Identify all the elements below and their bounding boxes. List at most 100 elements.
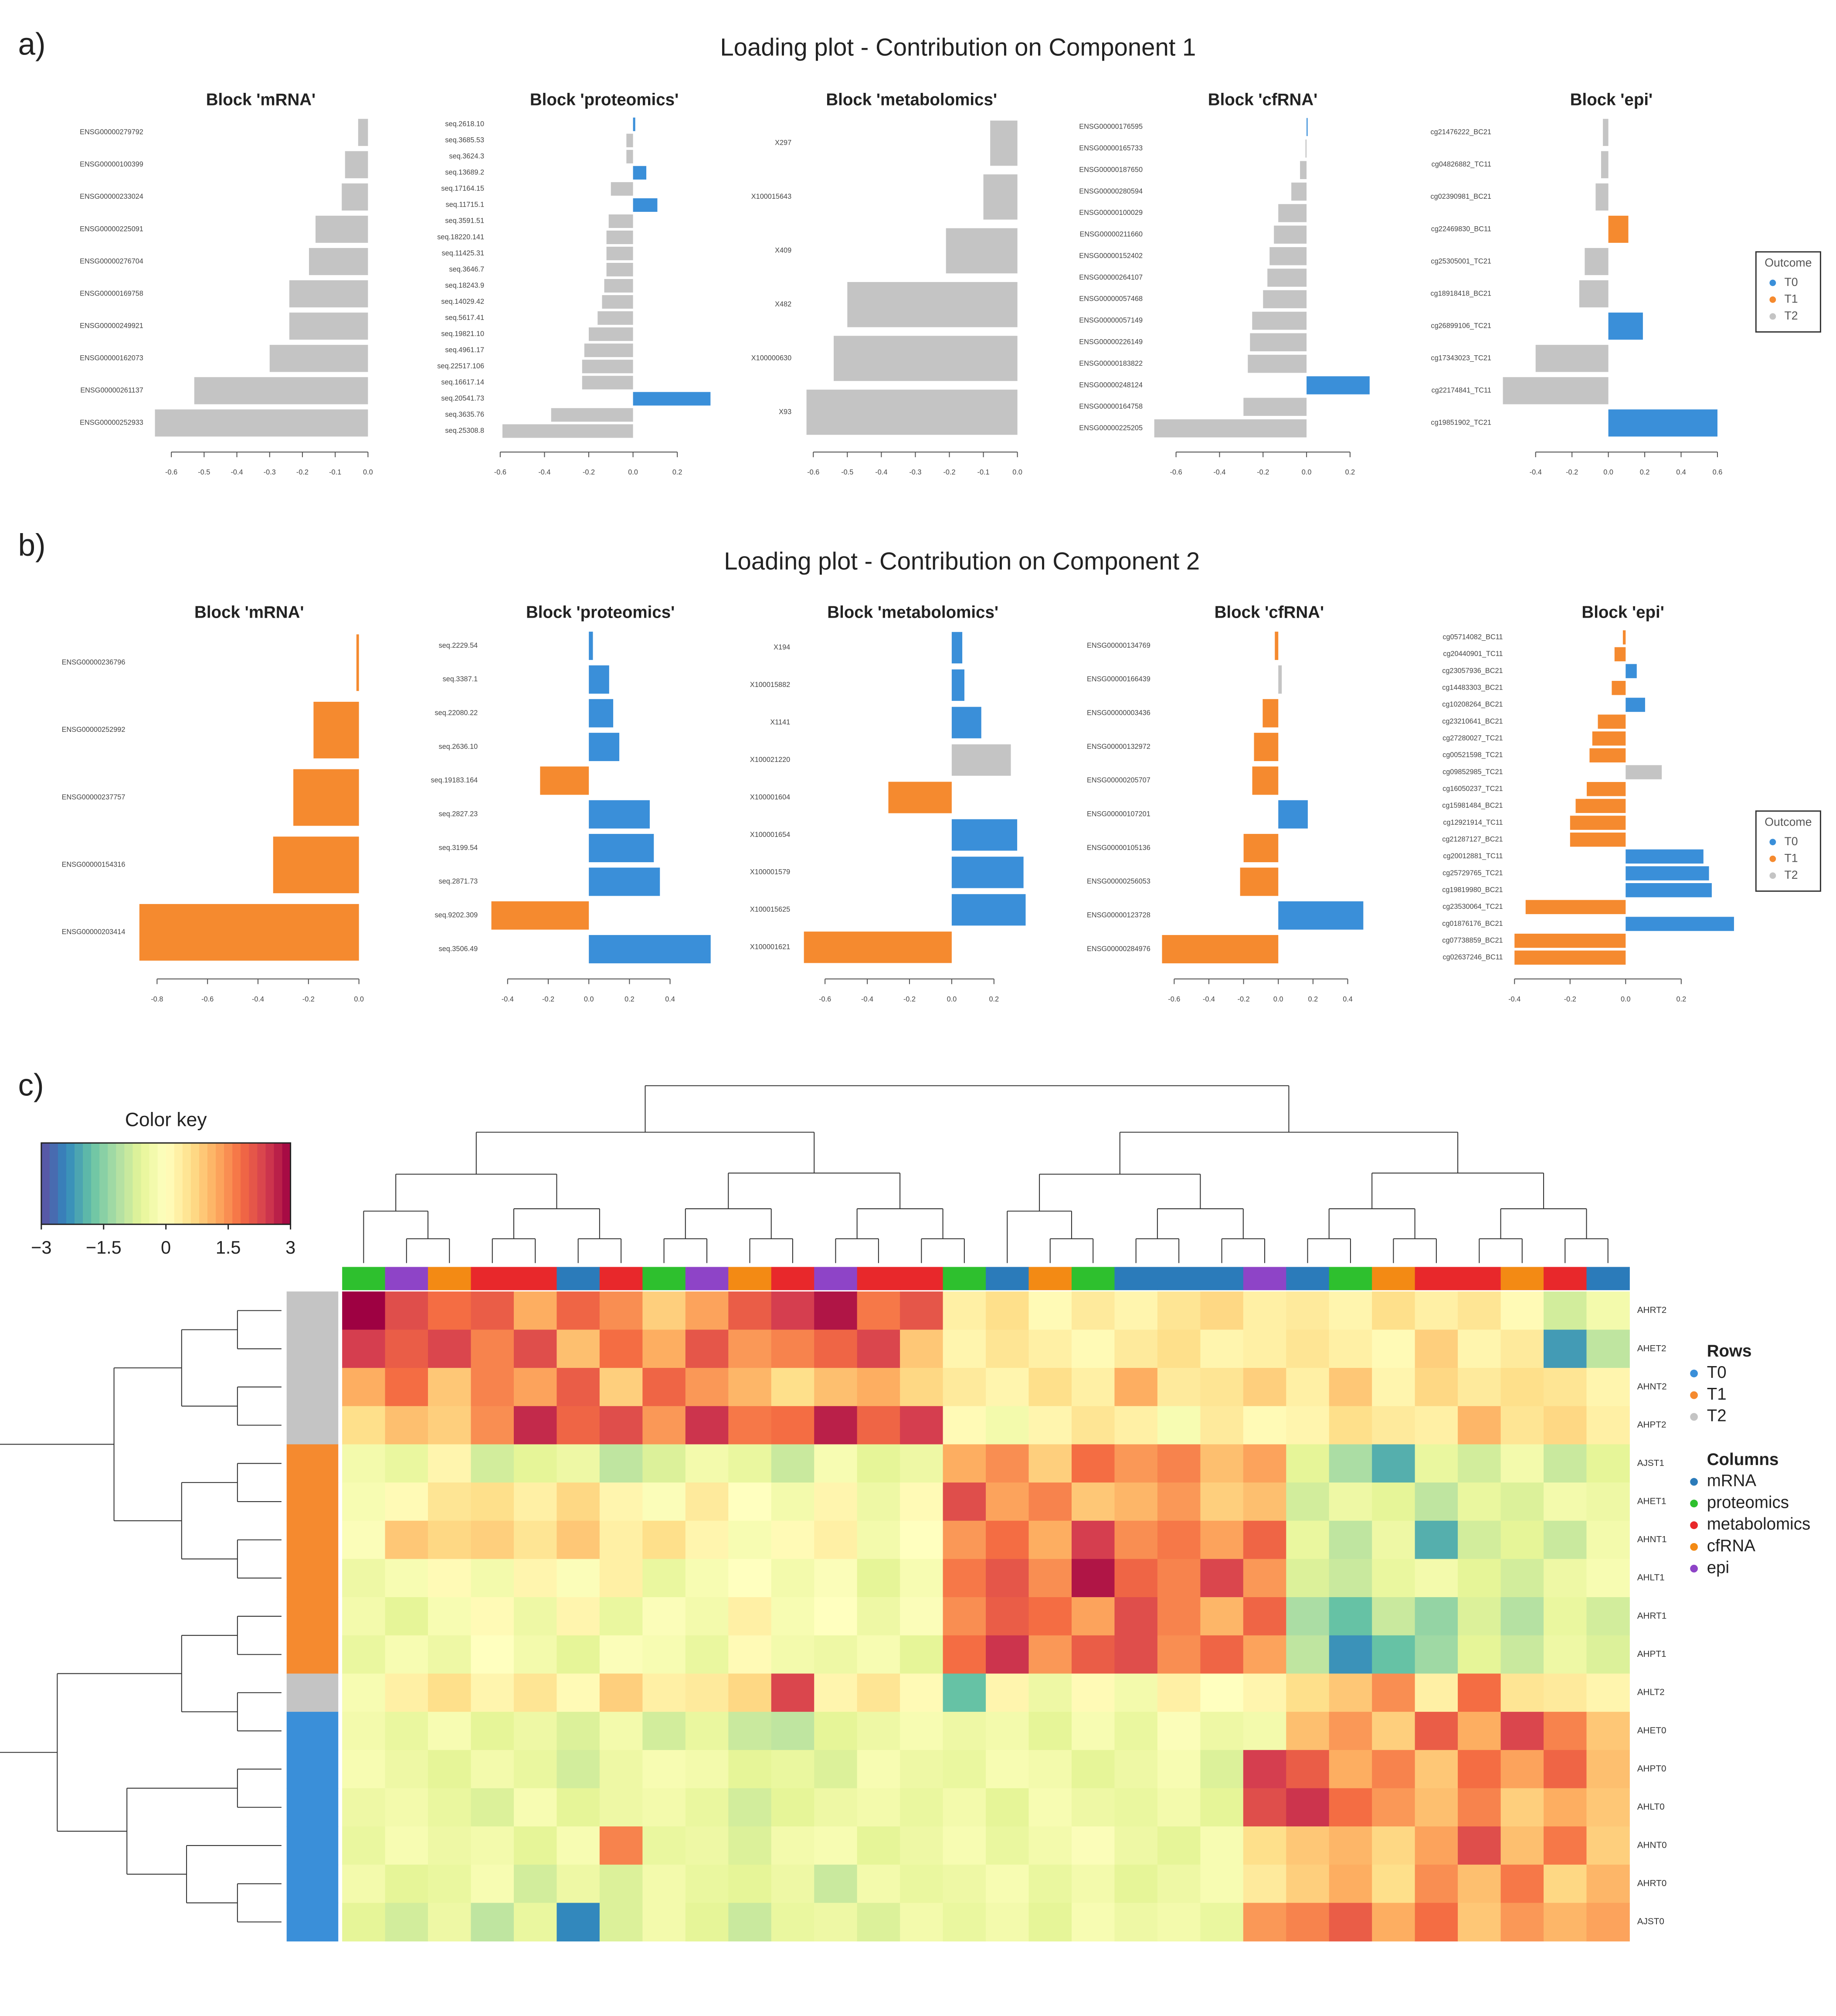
legend-box [1755, 251, 1821, 333]
row-side-color [286, 1788, 339, 1827]
heatmap-cell [385, 1788, 428, 1827]
bar-label: seq.11425.31 [442, 249, 484, 257]
heatmap-cell [1243, 1903, 1287, 1941]
heatmap-cell [1200, 1673, 1244, 1712]
heatmap-cell [1372, 1788, 1415, 1827]
column-side-color [986, 1267, 1029, 1290]
bar [1626, 866, 1709, 881]
heatmap-cell [1500, 1826, 1544, 1865]
heatmap-cell [513, 1368, 557, 1407]
heatmap-cell [943, 1520, 986, 1560]
bar-label: ENSG00000256053 [1087, 877, 1150, 885]
heatmap-cell [1329, 1864, 1373, 1904]
bar [1269, 247, 1307, 265]
heatmap-cell [1200, 1635, 1244, 1674]
bar-label: ENSG00000284976 [1087, 945, 1150, 953]
heatmap-cell [1586, 1329, 1630, 1369]
heatmap-cell [1458, 1826, 1501, 1865]
heatmap-cell [685, 1482, 729, 1521]
column-side-color [814, 1267, 858, 1290]
heatmap-cell [1500, 1903, 1544, 1941]
x-tick-label: 0.0 [363, 469, 373, 476]
heatmap-cell [1329, 1559, 1373, 1598]
column-side-color [1286, 1267, 1330, 1290]
heatmap-cell [599, 1291, 643, 1330]
row-label: AHPT0 [1637, 1764, 1666, 1774]
heatmap-cell [1071, 1712, 1115, 1751]
heatmap-cell [1071, 1520, 1115, 1560]
row-label: AHRT0 [1637, 1878, 1667, 1888]
color-key-tick-label: 0 [161, 1237, 171, 1258]
heatmap-cell [1415, 1597, 1459, 1636]
heatmap-cell [1286, 1559, 1330, 1598]
bar [626, 150, 633, 163]
heatmap-cell [728, 1903, 772, 1941]
heatmap-cell [1329, 1520, 1373, 1560]
heatmap-cell [728, 1329, 772, 1369]
x-tick-label: -0.4 [1203, 996, 1215, 1003]
color-key-band [49, 1143, 58, 1224]
heatmap-cell [1114, 1903, 1158, 1941]
heatmap-cell [900, 1368, 943, 1407]
heatmap-cell [728, 1673, 772, 1712]
color-key-band [249, 1143, 258, 1224]
heatmap-cell [685, 1750, 729, 1789]
heatmap-cell [642, 1864, 686, 1904]
heatmap-cell [471, 1368, 514, 1407]
bar-label: ENSG00000100399 [80, 160, 143, 168]
heatmap-cell [814, 1520, 858, 1560]
heatmap-cell [943, 1903, 986, 1941]
column-side-color [428, 1267, 472, 1290]
heatmap-cell [1500, 1291, 1544, 1330]
heatmap-cell [857, 1750, 901, 1789]
bar-label: ENSG00000264107 [1079, 273, 1143, 281]
bar [1592, 731, 1626, 746]
heatmap-cell [1243, 1520, 1287, 1560]
bar-label: ENSG00000169758 [80, 289, 143, 297]
column-side-color [1544, 1267, 1587, 1290]
x-tick-label: -0.4 [1530, 469, 1542, 476]
heatmap-cell [1458, 1291, 1501, 1330]
row-side-color [286, 1444, 339, 1483]
heatmap-cell [986, 1520, 1029, 1560]
heatmap-cell [900, 1444, 943, 1483]
heatmap-cell [900, 1673, 943, 1712]
heatmap-cell [1586, 1635, 1630, 1674]
heatmap-cell [342, 1482, 386, 1521]
heatmap-cell [1544, 1903, 1587, 1941]
panel-title: Loading plot - Contribution on Component… [720, 34, 1196, 61]
heatmap-cell [1243, 1597, 1287, 1636]
row-side-color [286, 1750, 339, 1789]
color-key-band [124, 1143, 133, 1224]
legend-label: T2 [1784, 868, 1798, 881]
heatmap-cell [513, 1864, 557, 1904]
heatmap-cell [1544, 1712, 1587, 1751]
bar-label: ENSG00000252933 [80, 419, 143, 427]
bar-label: ENSG00000166439 [1087, 675, 1150, 683]
bar [316, 215, 368, 243]
column-side-color [1243, 1267, 1287, 1290]
legend-label: T1 [1784, 851, 1798, 864]
bar [1274, 225, 1307, 244]
x-tick-label: -0.6 [201, 996, 214, 1003]
bar [582, 376, 633, 390]
color-key-band [199, 1143, 208, 1224]
heatmap-cell [728, 1750, 772, 1789]
heatmap-cell [1372, 1559, 1415, 1598]
bar [139, 904, 359, 961]
legend-marker [1690, 1521, 1698, 1529]
heatmap-cell [428, 1903, 472, 1941]
row-side-color [286, 1520, 339, 1560]
bar [1626, 917, 1734, 931]
heatmap-cell [1415, 1368, 1459, 1407]
bar [356, 634, 359, 691]
heatmap-cell [1071, 1444, 1115, 1483]
heatmap-cell [557, 1826, 600, 1865]
bar [1267, 269, 1307, 287]
x-tick-label: -0.3 [909, 469, 921, 476]
heatmap-cell [599, 1559, 643, 1598]
heatmap-cell [642, 1482, 686, 1521]
legend-label: T0 [1784, 275, 1798, 289]
bar [983, 174, 1018, 220]
heatmap-cell [986, 1788, 1029, 1827]
